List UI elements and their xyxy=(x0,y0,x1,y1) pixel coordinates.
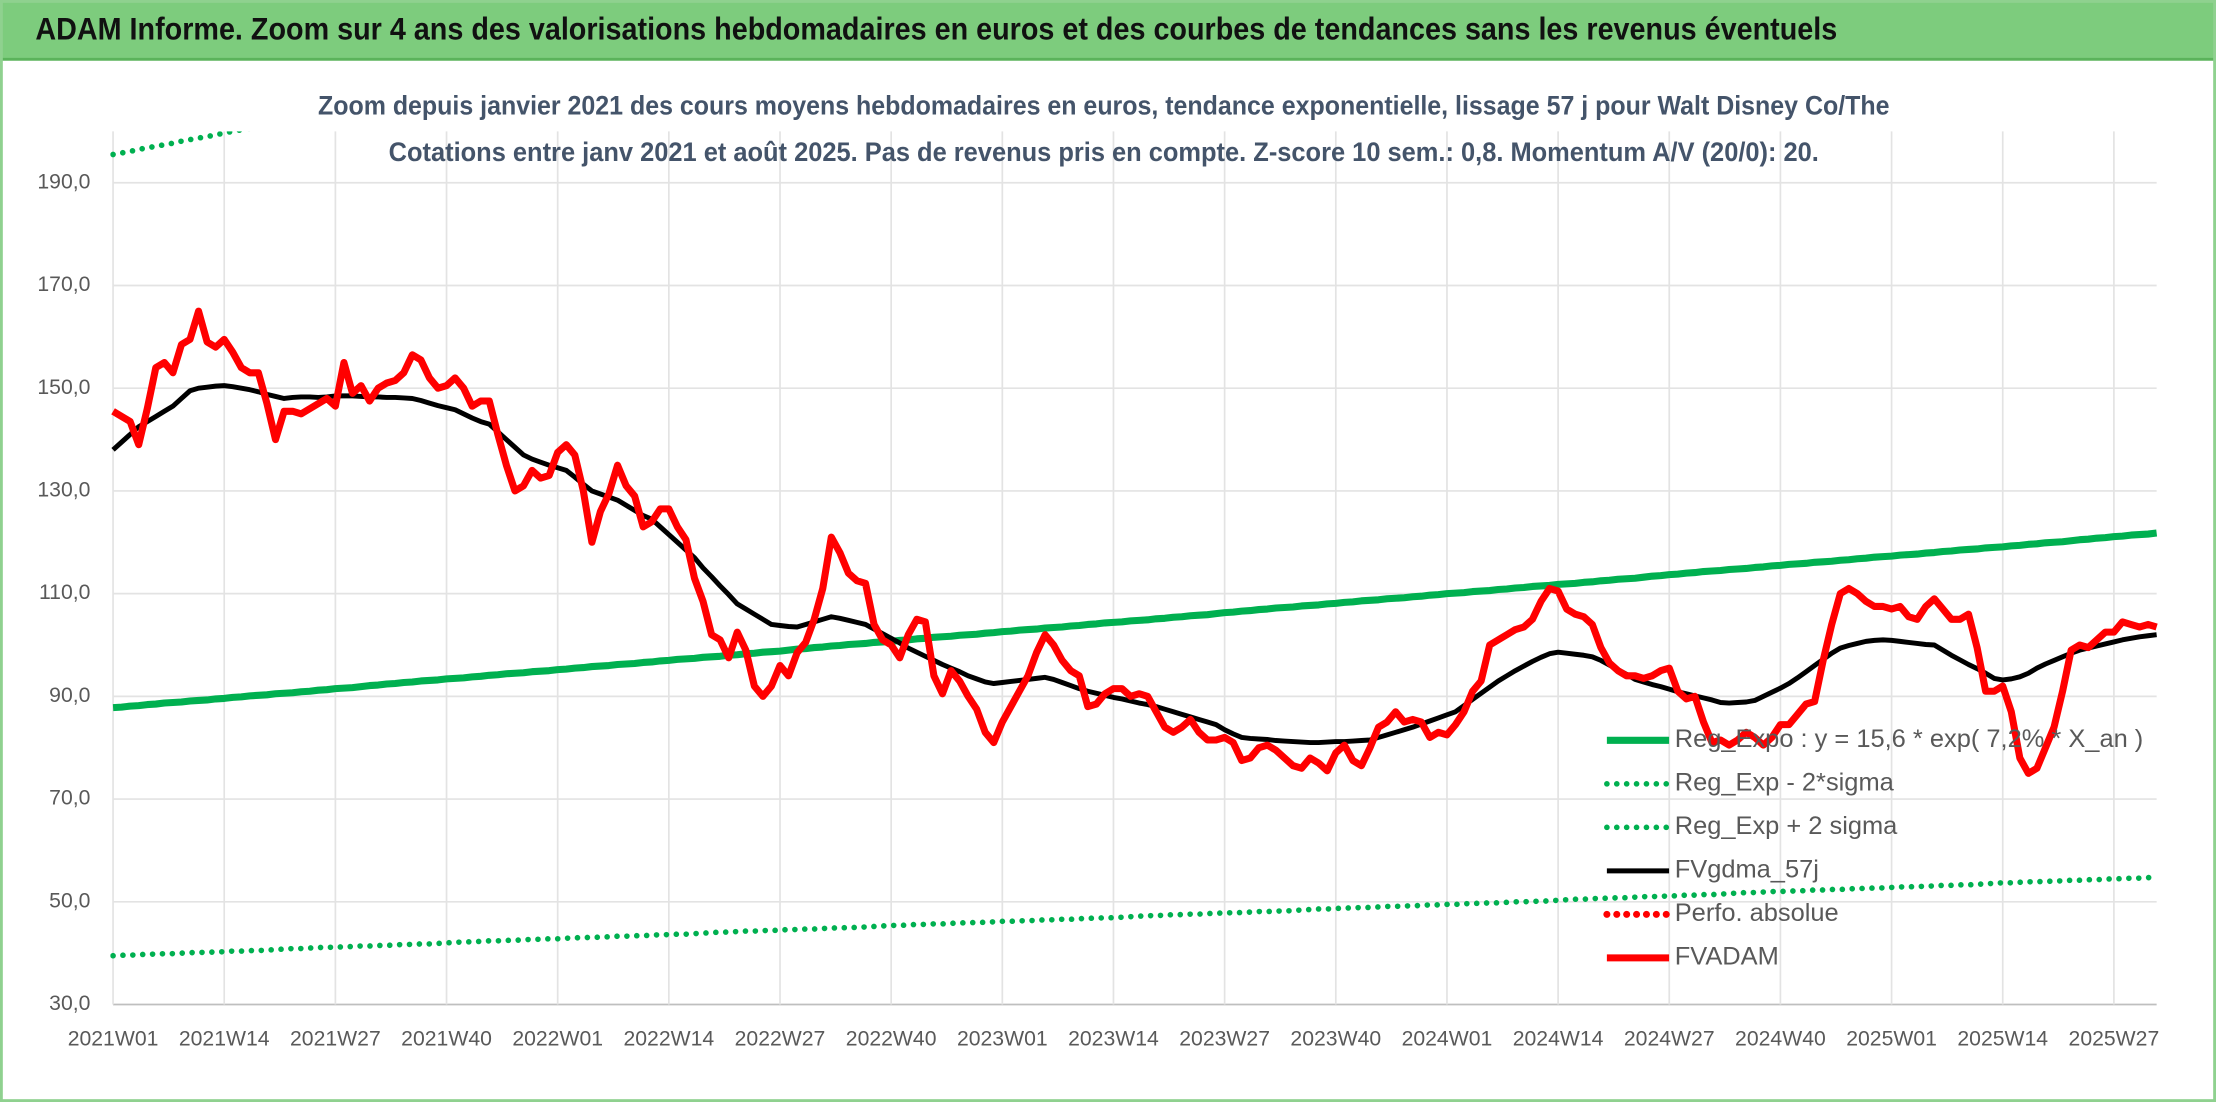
legend-label: Reg_Exp + 2 sigma xyxy=(1675,812,1898,840)
plot-area: 30,0 50,0 70,0 90,0 110,0 130,0 150,0 170,0 190,… xyxy=(37,131,2160,1050)
y-tick-label: 90,0 xyxy=(49,684,90,707)
y-tick-label: 110,0 xyxy=(39,581,90,604)
y-tick-label: 70,0 xyxy=(49,787,90,810)
x-tick-label: 2025W14 xyxy=(1957,1027,2048,1050)
x-tick-label: 2025W27 xyxy=(2069,1027,2160,1050)
y-tick-label: 30,0 xyxy=(49,992,90,1015)
series-line xyxy=(111,383,2157,746)
chart-title: ADAM Informe. Zoom sur 4 ans des valoris… xyxy=(35,11,1837,46)
x-tick-label: 2021W01 xyxy=(68,1027,159,1050)
legend: Reg_Expo : y = 15,6 * exp( 7,2% * X_an )… xyxy=(1603,725,2144,971)
legend-label: Reg_Expo : y = 15,6 * exp( 7,2% * X_an ) xyxy=(1675,725,2144,753)
x-tick-label: 2022W40 xyxy=(846,1027,937,1050)
y-tick-label: 150,0 xyxy=(37,376,90,399)
legend-label: FVADAM xyxy=(1675,943,1779,971)
series-line xyxy=(111,307,2158,777)
subtitle: Cotations entre janv 2021 et août 2025. … xyxy=(389,137,1819,167)
legend-label: Reg_Exp - 2*sigma xyxy=(1675,769,1895,797)
header-bar xyxy=(0,0,2216,60)
legend-label: Perfo. absolue xyxy=(1675,899,1839,927)
x-tick-label: 2022W27 xyxy=(735,1027,826,1050)
y-tick-label: 190,0 xyxy=(37,170,90,193)
y-tick-label: 130,0 xyxy=(37,479,90,502)
x-tick-label: 2025W01 xyxy=(1846,1027,1937,1050)
y-tick-label: 170,0 xyxy=(37,273,90,296)
x-tick-label: 2022W01 xyxy=(512,1027,603,1050)
x-tick-label: 2024W01 xyxy=(1402,1027,1493,1050)
y-tick-label: 50,0 xyxy=(49,889,90,912)
x-tick-label: 2024W14 xyxy=(1513,1027,1604,1050)
x-tick-label: 2023W40 xyxy=(1290,1027,1381,1050)
x-tick-label: 2024W40 xyxy=(1735,1027,1826,1050)
x-tick-label: 2021W27 xyxy=(290,1027,381,1050)
series-group xyxy=(110,131,2160,959)
x-tick-label: 2023W27 xyxy=(1179,1027,1270,1050)
legend-label: FVgdma_57j xyxy=(1675,856,1819,884)
x-tick-label: 2024W27 xyxy=(1624,1027,1715,1050)
x-tick-label: 2023W14 xyxy=(1068,1027,1159,1050)
x-tick-label: 2021W14 xyxy=(179,1027,270,1050)
x-tick-label: 2021W40 xyxy=(401,1027,492,1050)
subtitle: Zoom depuis janvier 2021 des cours moyen… xyxy=(318,90,1890,120)
x-tick-label: 2022W14 xyxy=(623,1027,714,1050)
series-line xyxy=(112,529,2158,712)
x-tick-label: 2023W01 xyxy=(957,1027,1048,1050)
